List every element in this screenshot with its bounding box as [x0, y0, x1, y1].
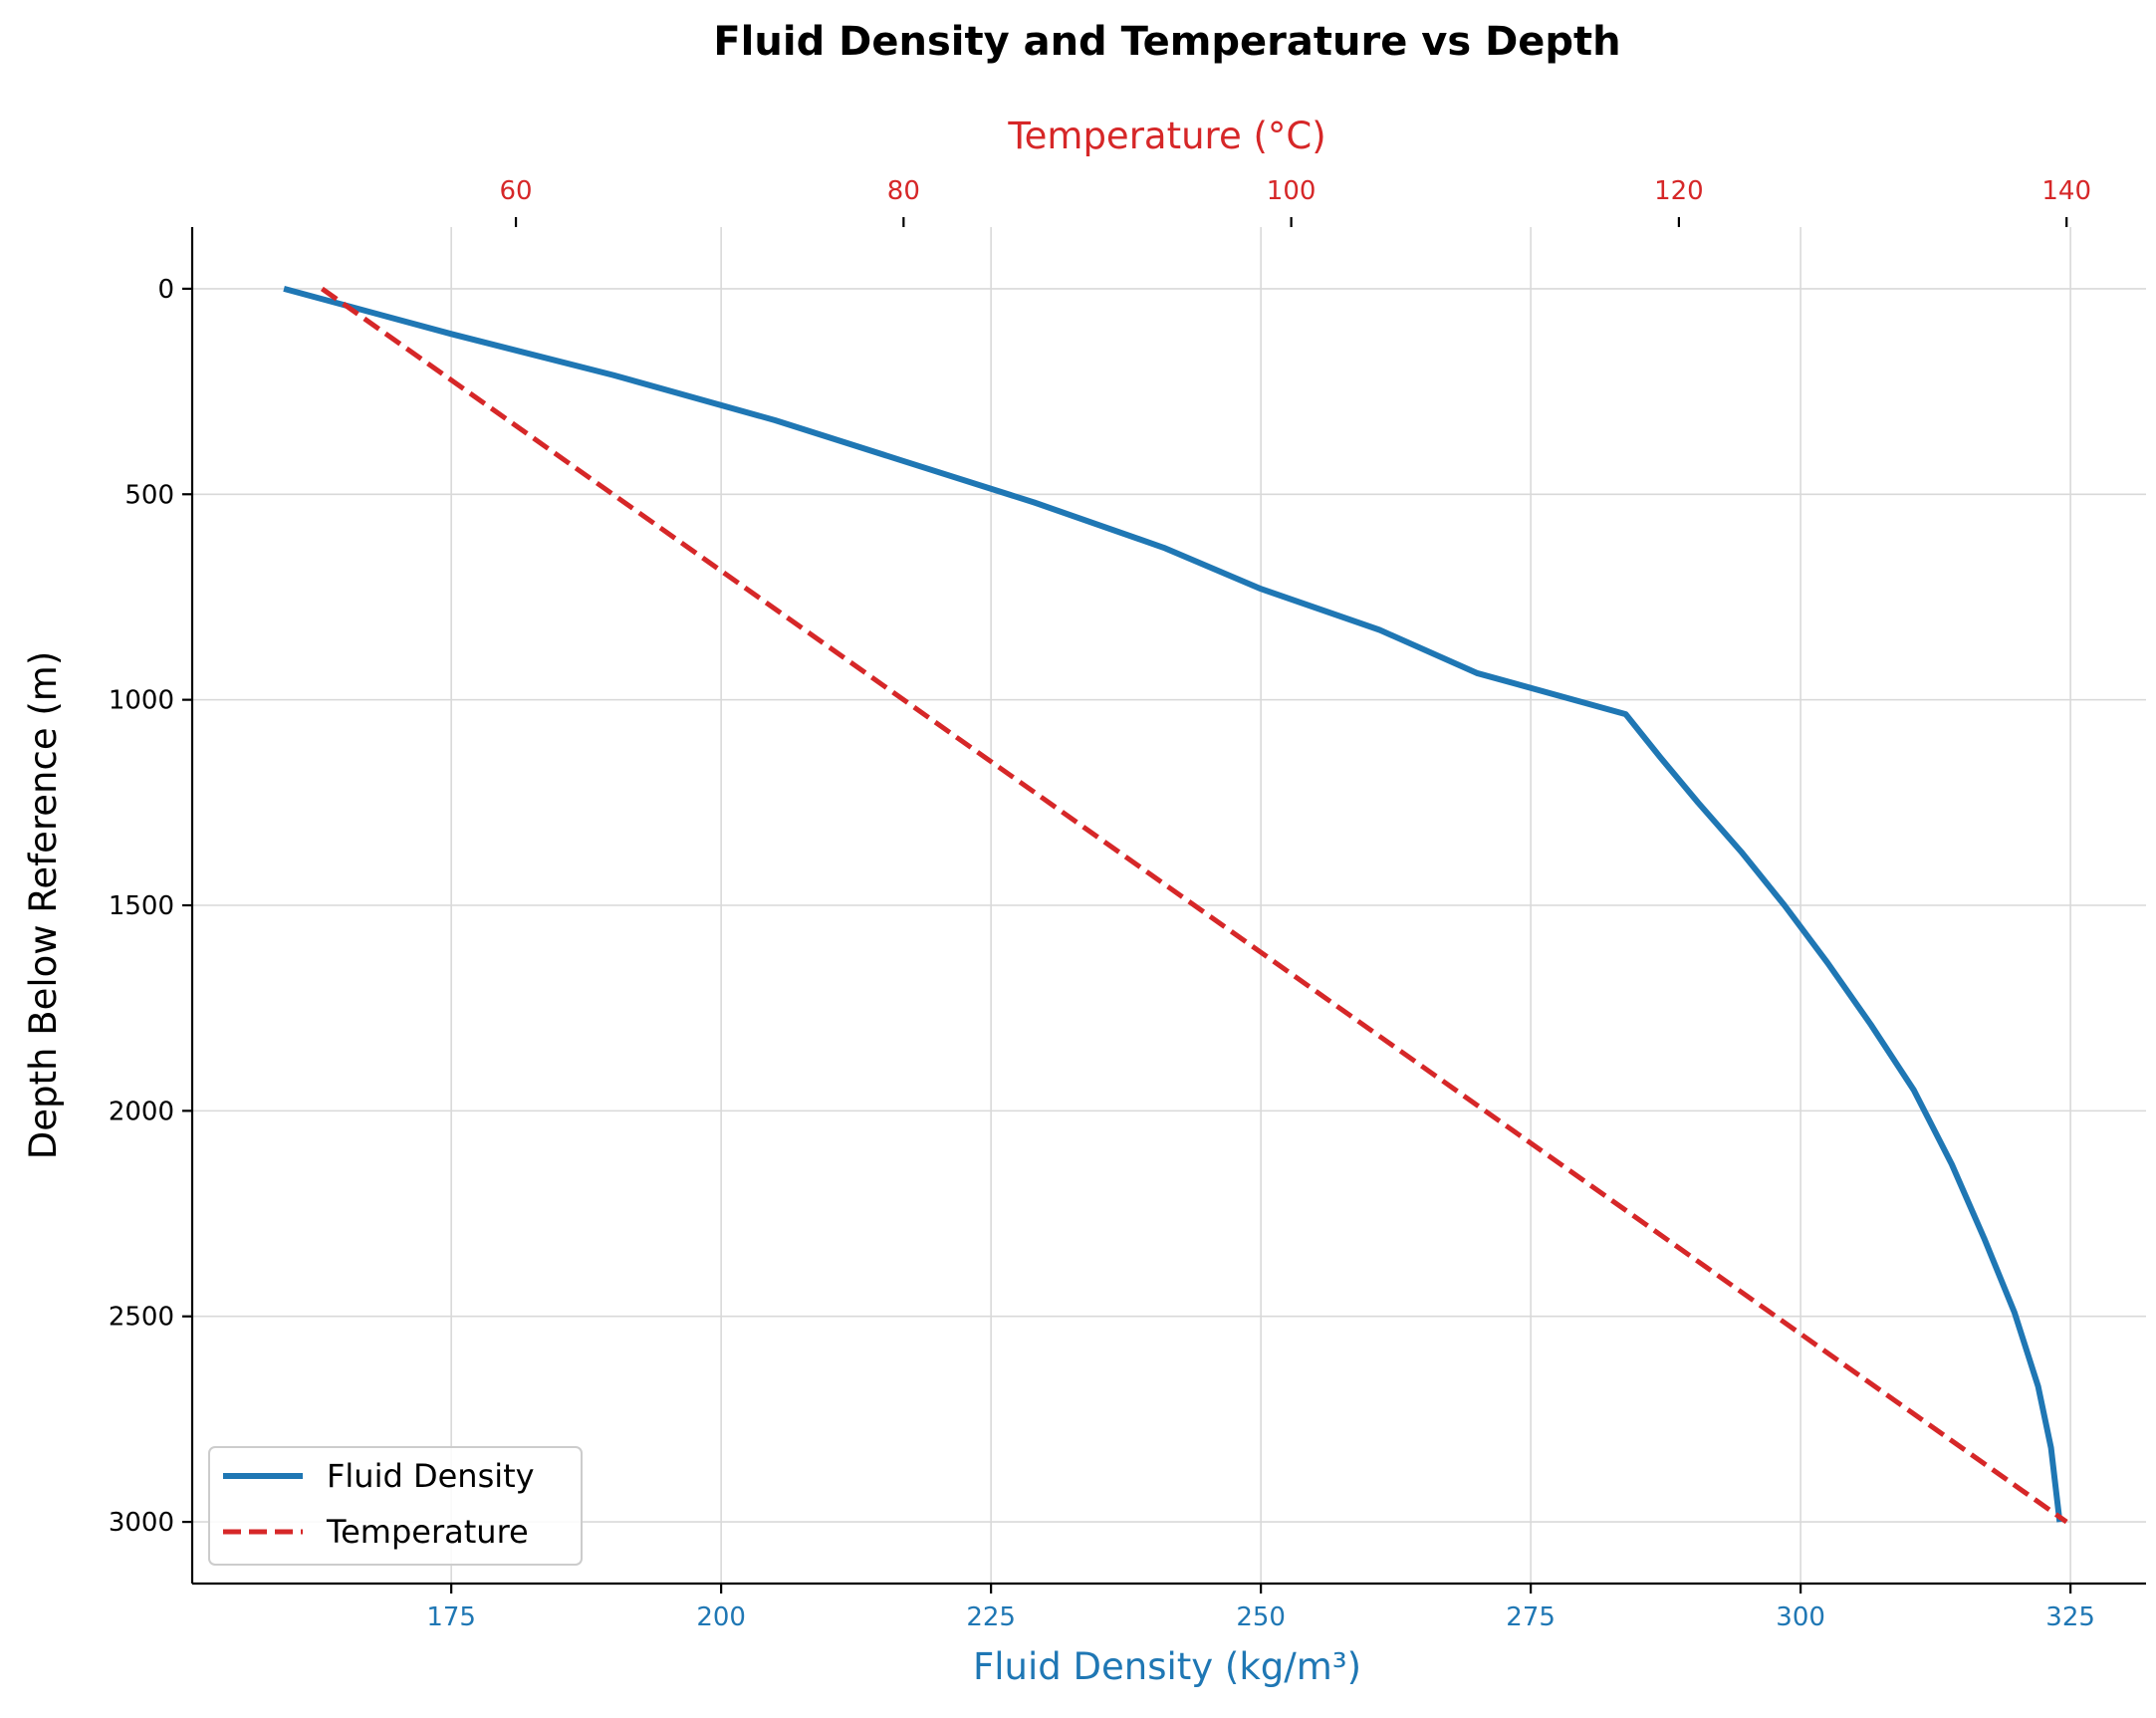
y-tick-label-1500: 1500 [109, 891, 174, 921]
x-tick-label-top-120: 120 [1654, 176, 1704, 206]
y-tick-label-500: 500 [124, 480, 174, 510]
x-axis-label-bottom: Fluid Density (kg/m³) [973, 1645, 1361, 1688]
chart-title: Fluid Density and Temperature vs Depth [713, 19, 1620, 65]
y-tick-label-1000: 1000 [109, 686, 174, 716]
y-tick-label-2000: 2000 [109, 1097, 174, 1126]
y-tick-label-0: 0 [157, 275, 174, 305]
series-line-temperature [320, 286, 2068, 1525]
x-tick-label-bottom-175: 175 [426, 1602, 476, 1632]
series-line-fluid-density [283, 286, 2063, 1523]
x-tick-label-top-80: 80 [887, 176, 920, 206]
y-tick-label-3000: 3000 [109, 1508, 174, 1538]
y-ticks: 0 500 1000 1500 2000 2500 3000 [109, 275, 192, 1538]
x-tick-label-bottom-325: 325 [2045, 1602, 2095, 1632]
y-tick-label-2500: 2500 [109, 1303, 174, 1333]
x-tick-label-bottom-200: 200 [696, 1602, 746, 1632]
x-ticks-bottom: 175 200 225 250 275 300 325 [426, 1584, 2095, 1632]
x-tick-label-top-100: 100 [1267, 176, 1317, 206]
legend-label-temperature: Temperature [326, 1513, 529, 1551]
x-tick-label-bottom-300: 300 [1776, 1602, 1825, 1632]
x-ticks-top: 60 80 100 120 140 [500, 176, 2091, 227]
x-tick-label-top-60: 60 [500, 176, 533, 206]
legend-label-fluid-density: Fluid Density [327, 1457, 535, 1495]
plot-lines [283, 286, 2068, 1525]
x-tick-label-bottom-225: 225 [966, 1602, 1016, 1632]
grid-lines [192, 227, 2146, 1584]
x-axis-label-top: Temperature (°C) [1007, 115, 1325, 157]
x-tick-label-top-140: 140 [2041, 176, 2091, 206]
x-tick-label-bottom-250: 250 [1236, 1602, 1286, 1632]
y-axis-label: Depth Below Reference (m) [22, 651, 65, 1160]
x-tick-label-bottom-275: 275 [1506, 1602, 1556, 1632]
legend: Fluid Density Temperature [208, 1446, 583, 1566]
